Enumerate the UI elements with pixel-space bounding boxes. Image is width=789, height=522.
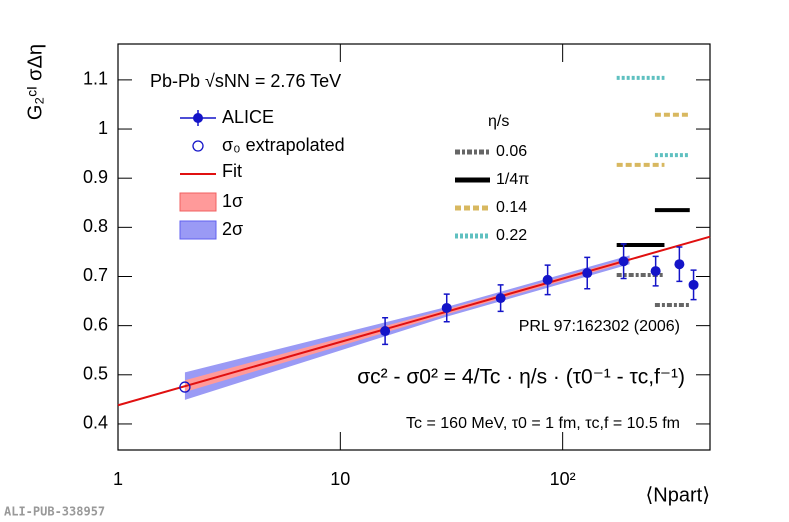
system-label: Pb-Pb √sNN = 2.76 TeV: [150, 71, 341, 91]
model-legend-label: 1/4π: [496, 171, 529, 188]
model-legend-title: η/s: [488, 113, 509, 130]
y-tick-label: 0.7: [83, 265, 108, 285]
legend-label: 2σ: [222, 219, 243, 239]
data-point: [380, 326, 391, 337]
data-point: [495, 293, 506, 304]
x-tick-label: 10: [330, 469, 350, 489]
x-tick-label: 10²: [550, 469, 576, 489]
data-point: [650, 266, 661, 277]
legend-label: ALICE: [222, 107, 274, 127]
legend-label: σ₀ extrapolated: [222, 135, 345, 155]
legend-swatch: [179, 192, 217, 212]
fit-line: [117, 235, 711, 407]
reference: PRL 97:162302 (2006): [519, 318, 680, 335]
y-tick-label: 0.4: [83, 413, 108, 433]
extrapolated-point: [179, 381, 191, 393]
y-tick-label: 0.5: [83, 364, 108, 384]
y-tick-label: 0.6: [83, 314, 108, 334]
watermark: ALI-PUB-338957: [4, 505, 105, 519]
x-tick-label: 1: [113, 469, 123, 489]
x-axis-label: ⟨Npart⟩: [645, 484, 710, 506]
data-point: [542, 274, 553, 285]
formula: σc² - σ0² = 4/Tc · η/s · (τ0⁻¹ - τc,f⁻¹): [357, 366, 685, 389]
parameters: Tc = 160 MeV, τ0 = 1 fm, τc,f = 10.5 fm: [406, 415, 680, 432]
y-tick-label: 0.9: [83, 167, 108, 187]
data-point: [618, 256, 629, 267]
legend-swatch: [192, 140, 204, 152]
data-point: [582, 268, 593, 279]
legend-label: Fit: [222, 161, 242, 181]
y-axis-label: G₂ᶜᴵ σΔη: [24, 44, 46, 120]
y-tick-label: 1: [98, 118, 108, 138]
plot-frame: [117, 43, 711, 451]
y-tick-label: 0.8: [83, 216, 108, 236]
data-point: [688, 279, 699, 290]
data-point: [441, 302, 452, 313]
legend-swatch: [179, 220, 217, 240]
model-legend-label: 0.22: [496, 227, 527, 244]
legend-swatch: [193, 113, 203, 123]
model-legend-label: 0.06: [496, 143, 527, 160]
data-point: [674, 259, 685, 270]
model-legend-label: 0.14: [496, 199, 527, 216]
legend-label: 1σ: [222, 191, 243, 211]
y-tick-label: 1.1: [83, 69, 108, 89]
